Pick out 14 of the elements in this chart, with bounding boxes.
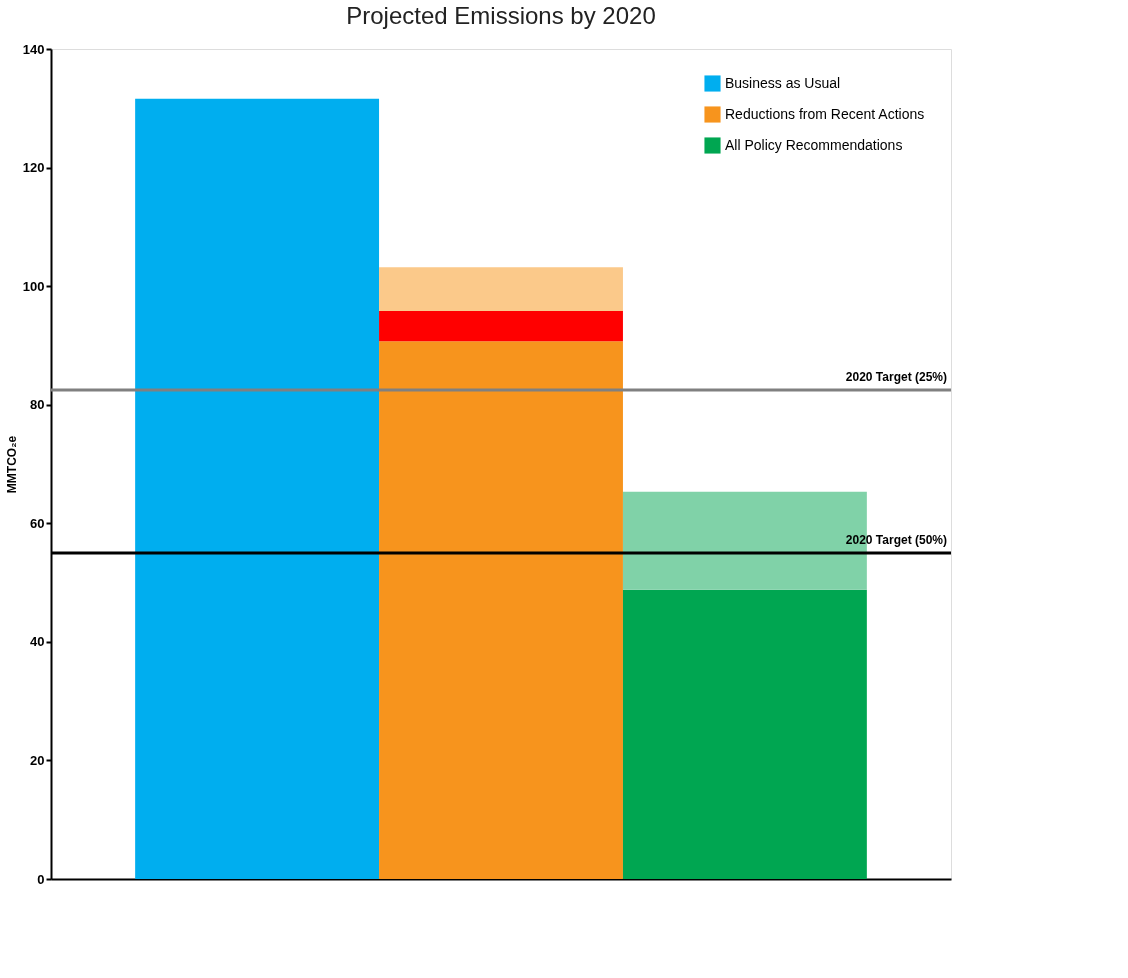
y-tick-label: 140 bbox=[22, 41, 45, 57]
y-tick-label: 120 bbox=[22, 160, 45, 176]
legend-label: Reductions from Recent Actions bbox=[725, 105, 925, 122]
y-tick-label: 0 bbox=[37, 871, 45, 887]
ref-line-label: 2020 Target (25%) bbox=[845, 369, 947, 384]
chart-title: Projected Emissions by 2020 bbox=[346, 2, 656, 29]
y-tick-label: 40 bbox=[30, 634, 45, 650]
y-axis-title: MMTCO₂e bbox=[4, 435, 19, 494]
y-tick-label: 60 bbox=[30, 515, 45, 531]
y-tick-label: 80 bbox=[30, 397, 45, 413]
legend-label: Business as Usual bbox=[725, 74, 841, 91]
legend-label: All Policy Recommendations bbox=[725, 136, 903, 153]
y-tick-label: 20 bbox=[30, 752, 45, 768]
y-tick-label: 100 bbox=[22, 278, 45, 294]
